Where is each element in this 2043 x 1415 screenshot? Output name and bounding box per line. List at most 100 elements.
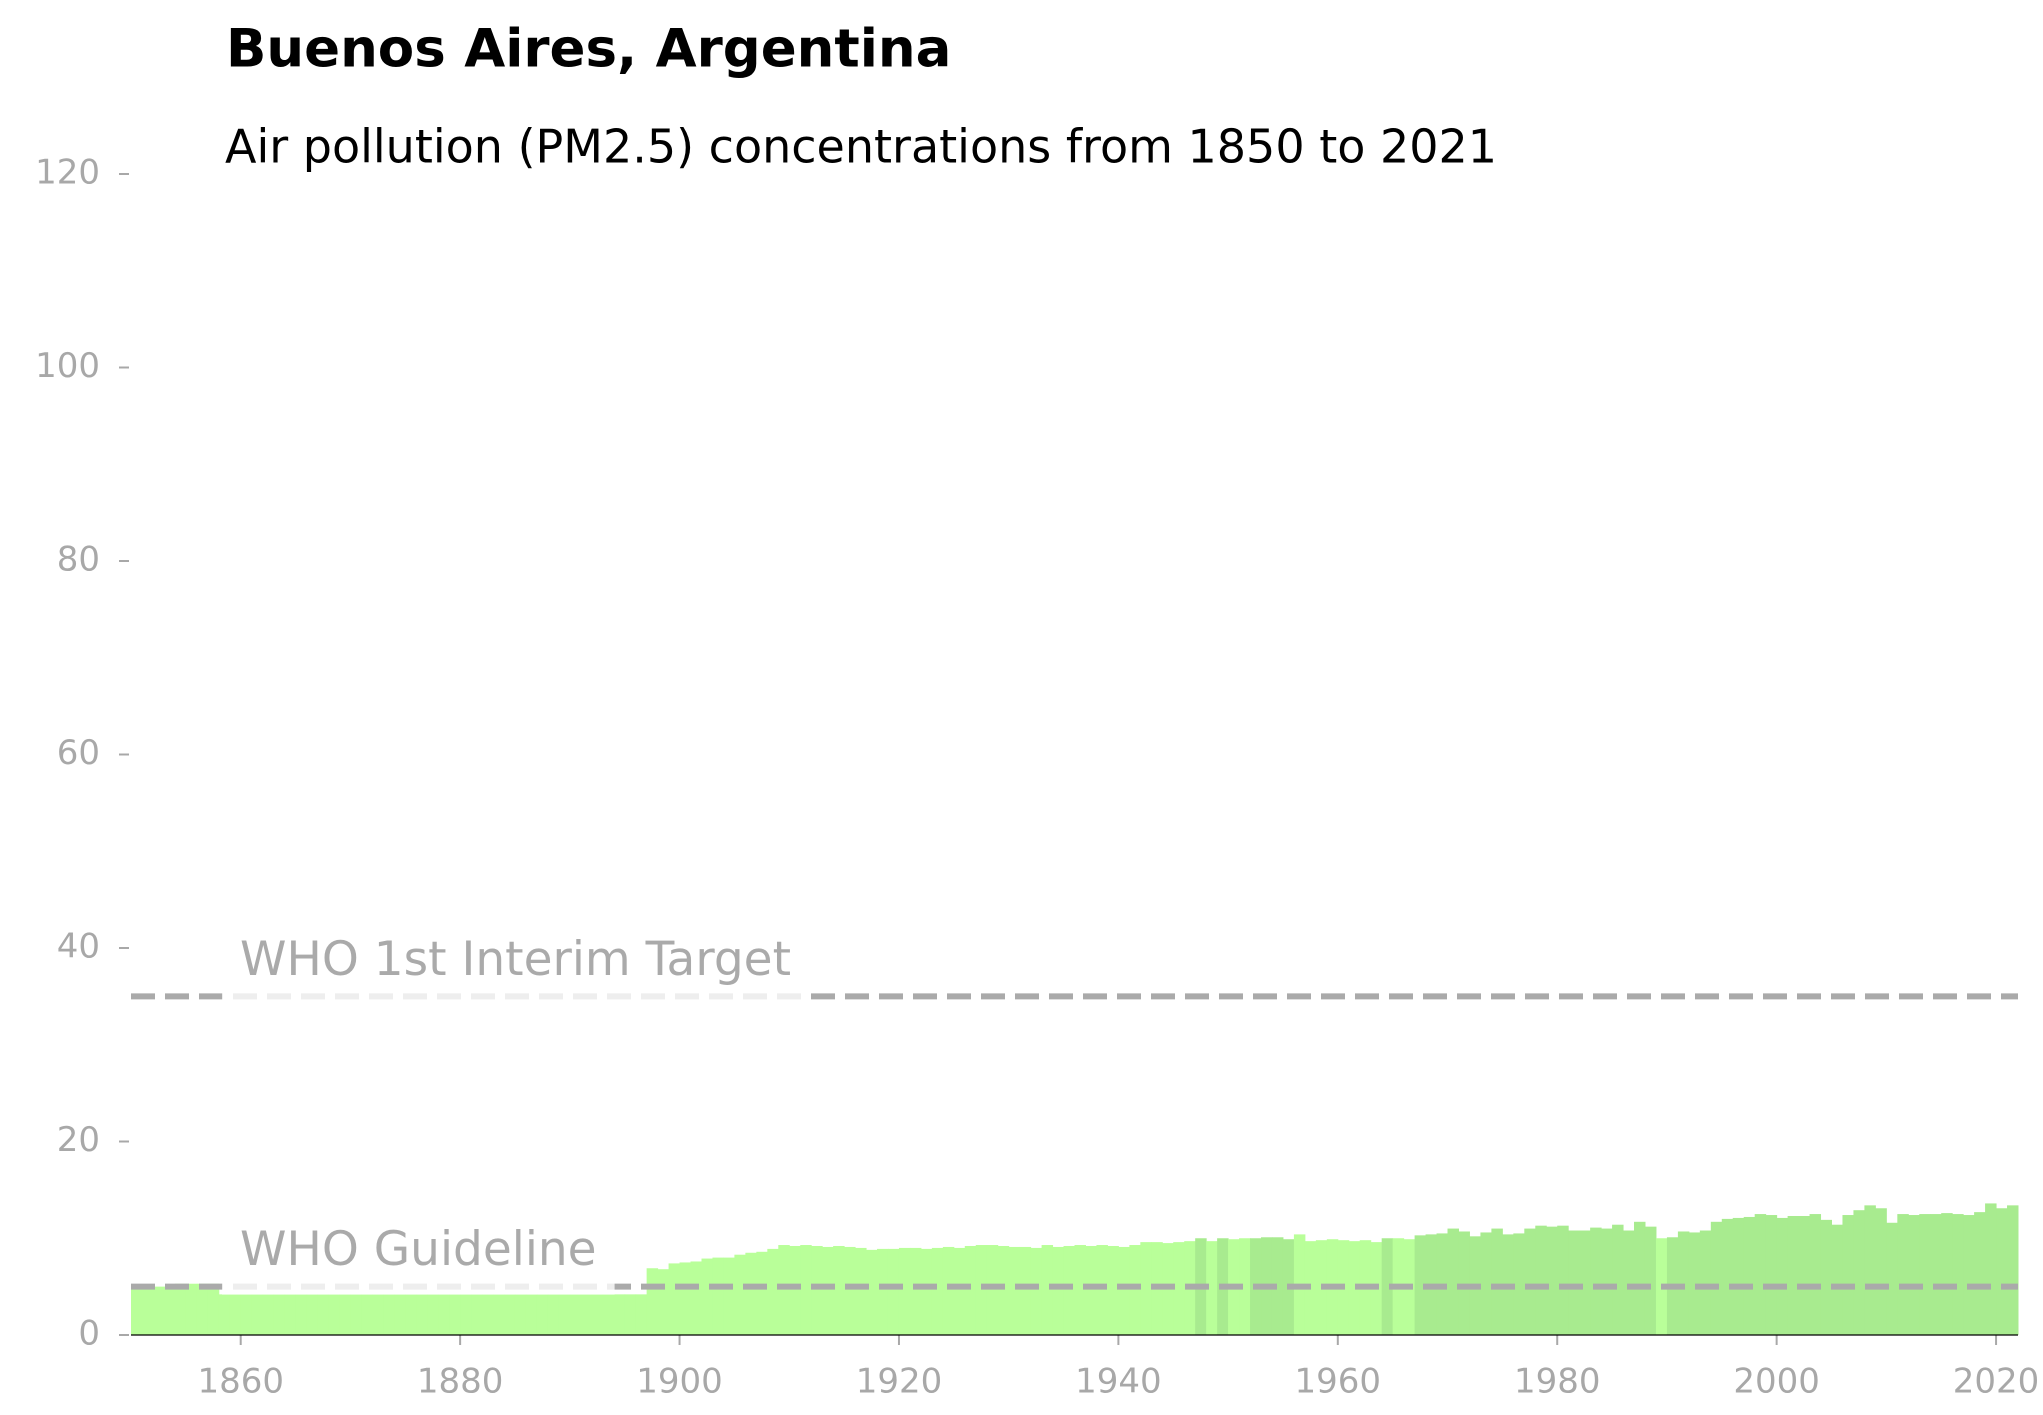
y-tick-label: 100: [35, 346, 100, 386]
bar: [811, 1245, 823, 1335]
x-tick-label: 2000: [1733, 1362, 1820, 1402]
bar: [877, 1248, 889, 1335]
bar: [767, 1248, 779, 1335]
bar: [131, 1286, 143, 1335]
bar: [1052, 1246, 1065, 1335]
bar: [1590, 1227, 1602, 1335]
bar: [1743, 1216, 1756, 1335]
bar: [1842, 1215, 1854, 1335]
bar: [1601, 1228, 1613, 1335]
bar: [866, 1249, 878, 1335]
bar: [1930, 1214, 1942, 1335]
bar: [427, 1294, 439, 1335]
bar: [1820, 1219, 1832, 1335]
bar: [196, 1283, 209, 1335]
bar: [339, 1294, 351, 1335]
bar: [778, 1245, 790, 1335]
bar: [1853, 1210, 1865, 1335]
bar: [624, 1294, 637, 1335]
bar: [1875, 1208, 1887, 1335]
bar: [1173, 1242, 1185, 1335]
bar: [1941, 1213, 1953, 1335]
bar: [1063, 1245, 1075, 1335]
bar: [898, 1247, 911, 1335]
bar: [1085, 1245, 1097, 1335]
bar: [1074, 1245, 1086, 1335]
bar: [1952, 1214, 1964, 1335]
bar: [712, 1257, 724, 1335]
bar: [942, 1246, 955, 1335]
bar: [1710, 1221, 1723, 1335]
bar: [1908, 1215, 1920, 1335]
bar: [679, 1262, 692, 1335]
bar: [1765, 1215, 1778, 1335]
x-tick-label: 1920: [856, 1362, 943, 1402]
bar: [350, 1294, 362, 1335]
bar: [504, 1294, 516, 1335]
bar: [745, 1252, 757, 1335]
bar: [613, 1294, 626, 1335]
reference-label: WHO 1st Interim Target: [240, 932, 791, 987]
bar: [789, 1245, 801, 1335]
bar: [536, 1294, 549, 1335]
bar: [1864, 1205, 1876, 1335]
bar: [514, 1294, 527, 1335]
bar: [1414, 1235, 1427, 1335]
bar: [964, 1245, 977, 1335]
bar: [405, 1294, 417, 1335]
bar: [646, 1268, 659, 1335]
bar: [1546, 1226, 1558, 1335]
reference-label: WHO Guideline: [240, 1222, 597, 1277]
bar: [273, 1294, 286, 1335]
bar: [1612, 1224, 1624, 1335]
bar: [1919, 1214, 1931, 1335]
bar: [1271, 1237, 1284, 1335]
bar: [482, 1294, 494, 1335]
bar: [295, 1294, 308, 1335]
bar: [1699, 1230, 1712, 1335]
bar: [1447, 1228, 1459, 1335]
bar: [558, 1294, 571, 1335]
bar: [1129, 1245, 1141, 1335]
bar: [1732, 1217, 1745, 1335]
x-tick-label: 1960: [1295, 1362, 1382, 1402]
bar: [207, 1283, 220, 1335]
bar: [174, 1283, 187, 1335]
bar: [701, 1258, 713, 1335]
bar: [372, 1294, 384, 1335]
bar: [547, 1294, 560, 1335]
bar: [997, 1245, 1010, 1335]
y-tick-label: 40: [57, 927, 100, 967]
x-tick-label: 1980: [1514, 1362, 1601, 1402]
bar: [844, 1246, 856, 1335]
bar: [920, 1248, 933, 1335]
bar: [833, 1245, 845, 1335]
bar: [986, 1245, 999, 1335]
bar: [306, 1294, 319, 1335]
bar: [1985, 1203, 1997, 1335]
bar: [1535, 1225, 1547, 1335]
bar: [1513, 1233, 1525, 1335]
bar: [1897, 1214, 1909, 1335]
bar: [1239, 1238, 1251, 1335]
bar: [756, 1251, 768, 1335]
y-tick-label: 120: [35, 153, 100, 193]
bar: [141, 1286, 154, 1335]
bar: [394, 1294, 406, 1335]
bar: [1721, 1218, 1734, 1335]
bar: [152, 1286, 165, 1335]
bar: [1140, 1242, 1152, 1335]
bar: [1206, 1241, 1218, 1335]
y-tick-label: 80: [57, 540, 100, 580]
bar: [635, 1294, 648, 1335]
bar: [1754, 1214, 1767, 1335]
label-background: [222, 1216, 615, 1295]
bar: [1787, 1215, 1800, 1335]
bar: [1623, 1230, 1635, 1335]
bar: [1458, 1231, 1470, 1335]
bar: [1568, 1230, 1580, 1335]
bar: [1008, 1246, 1021, 1335]
y-tick-label: 20: [57, 1120, 100, 1160]
bar: [1996, 1208, 2008, 1335]
bar: [251, 1294, 264, 1335]
